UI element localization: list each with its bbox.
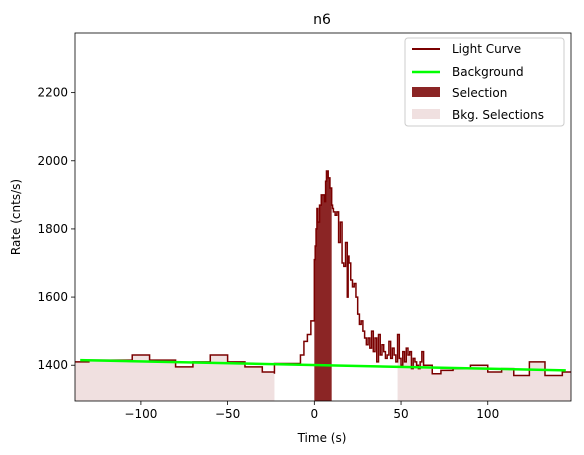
legend-light-curve-label: Light Curve <box>452 42 521 56</box>
y-tick-label: 1800 <box>37 222 68 236</box>
selection-region <box>314 171 332 401</box>
light-curve-line <box>75 170 571 377</box>
legend-background-label: Background <box>452 65 524 79</box>
y-tick-label: 2200 <box>37 86 68 100</box>
legend-box <box>404 37 565 127</box>
legend-bkg-selections-label: Bkg. Selections <box>452 108 544 122</box>
legend-selection-swatch <box>412 87 440 97</box>
chart-title: n6 <box>313 12 331 28</box>
y-tick-label: 1400 <box>37 358 68 372</box>
legend-selection-label: Selection <box>452 86 507 100</box>
axes-ticks: −100 −50 0 50 100 1400 1600 1800 2000 2200 <box>37 86 499 421</box>
legend-bkg-selections-swatch <box>412 109 440 119</box>
x-axis-label: Time (s) <box>297 431 347 445</box>
x-tick-label: 50 <box>393 407 408 421</box>
x-tick-label: 100 <box>476 407 499 421</box>
y-axis-label: Rate (cnts/s) <box>9 179 23 255</box>
y-tick-label: 2000 <box>37 154 68 168</box>
x-tick-label: −50 <box>215 407 240 421</box>
y-tick-label: 1600 <box>37 290 68 304</box>
plot-area <box>75 170 571 401</box>
bkg-selection-region-0 <box>75 355 275 401</box>
plot-frame <box>74 32 572 402</box>
x-tick-label: −100 <box>124 407 157 421</box>
legend: Light Curve Background Selection Bkg. Se… <box>404 37 565 127</box>
background-line <box>80 358 566 372</box>
x-tick-label: 0 <box>311 407 319 421</box>
